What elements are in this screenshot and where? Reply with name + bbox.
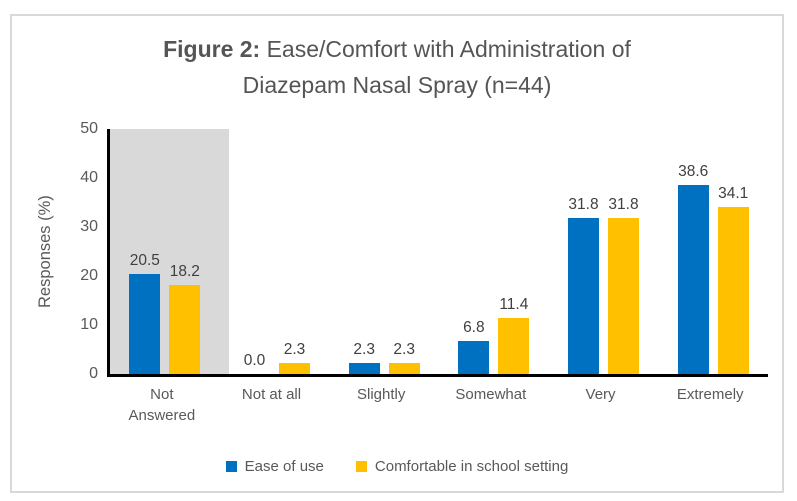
legend-swatch-blue-icon: [225, 461, 237, 472]
y-tick-label: 0: [89, 365, 98, 382]
data-label: 11.4: [499, 296, 529, 314]
category-group-not-at-all: 0.0 2.3: [220, 129, 330, 374]
bar-column: 2.3: [388, 340, 420, 374]
bar-ease-of-use: [458, 340, 490, 374]
bar-column: 34.1: [717, 184, 749, 374]
chart-title-line1-text: Ease/Comfort with Administration of: [260, 36, 631, 62]
bar-column: 38.6: [677, 162, 709, 374]
x-axis-category-label: Not at all: [241, 386, 302, 403]
y-tick-label: 30: [80, 218, 98, 235]
chart-title-line1: Figure 2: Ease/Comfort with Administrati…: [12, 31, 782, 67]
bar-ease-of-use: [129, 273, 161, 374]
data-label: 2.3: [393, 340, 415, 358]
bar-comfortable-in-school-setting: [717, 206, 749, 374]
chart-title-figure-label: Figure 2:: [163, 36, 261, 62]
bars-container: 20.5 18.2 0.0 2.3 2.3 2.3 6.8 11.4 31.8 31.8 38.6 3…: [110, 129, 768, 374]
category-group-very: 31.8 31.8: [549, 129, 659, 374]
data-label: 20.5: [129, 251, 160, 269]
data-label: 2.3: [283, 340, 306, 358]
data-label: 6.8: [463, 318, 485, 336]
data-label: 0.0: [243, 352, 266, 369]
bar-column: 2.3: [348, 340, 380, 374]
x-axis-category-label: Extremely: [676, 386, 744, 403]
legend-label: Ease of use: [244, 458, 324, 475]
legend-swatch-yellow-icon: [355, 461, 367, 472]
y-axis-ticks: 0 10 20 30 40 50: [12, 120, 98, 382]
x-axis-category-label: Slightly: [357, 386, 406, 403]
bar-column: 31.8: [608, 196, 640, 374]
legend-item-ease-of-use: Ease of use: [225, 458, 324, 475]
bar-comfortable-in-school-setting: [498, 318, 530, 374]
data-label: 31.8: [568, 196, 599, 214]
y-tick-label: 50: [80, 120, 98, 137]
bar-ease-of-use: [568, 218, 600, 374]
bar-ease-of-use: [348, 362, 380, 374]
bar-comfortable-in-school-setting: [388, 362, 420, 374]
data-label: 31.8: [608, 196, 639, 214]
y-tick-label: 40: [80, 169, 98, 186]
data-label: 34.1: [718, 184, 749, 202]
chart-title-line2: Diazepam Nasal Spray (n=44): [242, 72, 552, 98]
bar-comfortable-in-school-setting: [169, 284, 201, 374]
legend-item-comfortable: Comfortable in school setting: [355, 458, 569, 475]
bar-column: 0.0: [239, 352, 270, 374]
bar-column: 2.3: [279, 341, 310, 374]
category-group-somewhat: 6.8 11.4: [439, 129, 549, 374]
chart-title: Figure 2: Ease/Comfort with Administrati…: [12, 31, 782, 103]
legend-label: Comfortable in school setting: [374, 458, 569, 475]
data-label: 2.3: [353, 340, 375, 358]
x-axis-category-label: Very: [585, 386, 616, 403]
plot-area: 20.5 18.2 0.0 2.3 2.3 2.3 6.8 11.4 31.8 31.8 38.6 3…: [107, 129, 768, 377]
data-label: 38.6: [678, 162, 709, 180]
x-axis-labels: Not Answered Not at all Slightly Somewhat Ve…: [107, 384, 765, 426]
bar-comfortable-in-school-setting: [279, 362, 310, 374]
category-group-extremely: 38.6 34.1: [658, 129, 768, 374]
bar-comfortable-in-school-setting: [608, 218, 640, 374]
chart-frame: Figure 2: Ease/Comfort with Administrati…: [10, 14, 784, 493]
bar-column: 31.8: [568, 196, 600, 374]
data-label: 18.2: [169, 262, 200, 280]
y-tick-label: 20: [80, 267, 98, 284]
bar-ease-of-use: [677, 184, 709, 374]
x-axis-category-label: Somewhat: [455, 386, 527, 403]
bar-column: 20.5: [129, 251, 161, 374]
category-group-slightly: 2.3 2.3: [329, 129, 439, 374]
bar-column: 11.4: [498, 296, 530, 374]
x-axis-category-label: Not Answered: [128, 386, 196, 424]
bar-column: 18.2: [169, 262, 201, 374]
legend: Ease of use Comfortable in school settin…: [12, 458, 782, 475]
y-tick-label: 10: [80, 316, 98, 333]
category-group-not-answered: 20.5 18.2: [110, 129, 220, 374]
bar-column: 6.8: [458, 318, 490, 374]
